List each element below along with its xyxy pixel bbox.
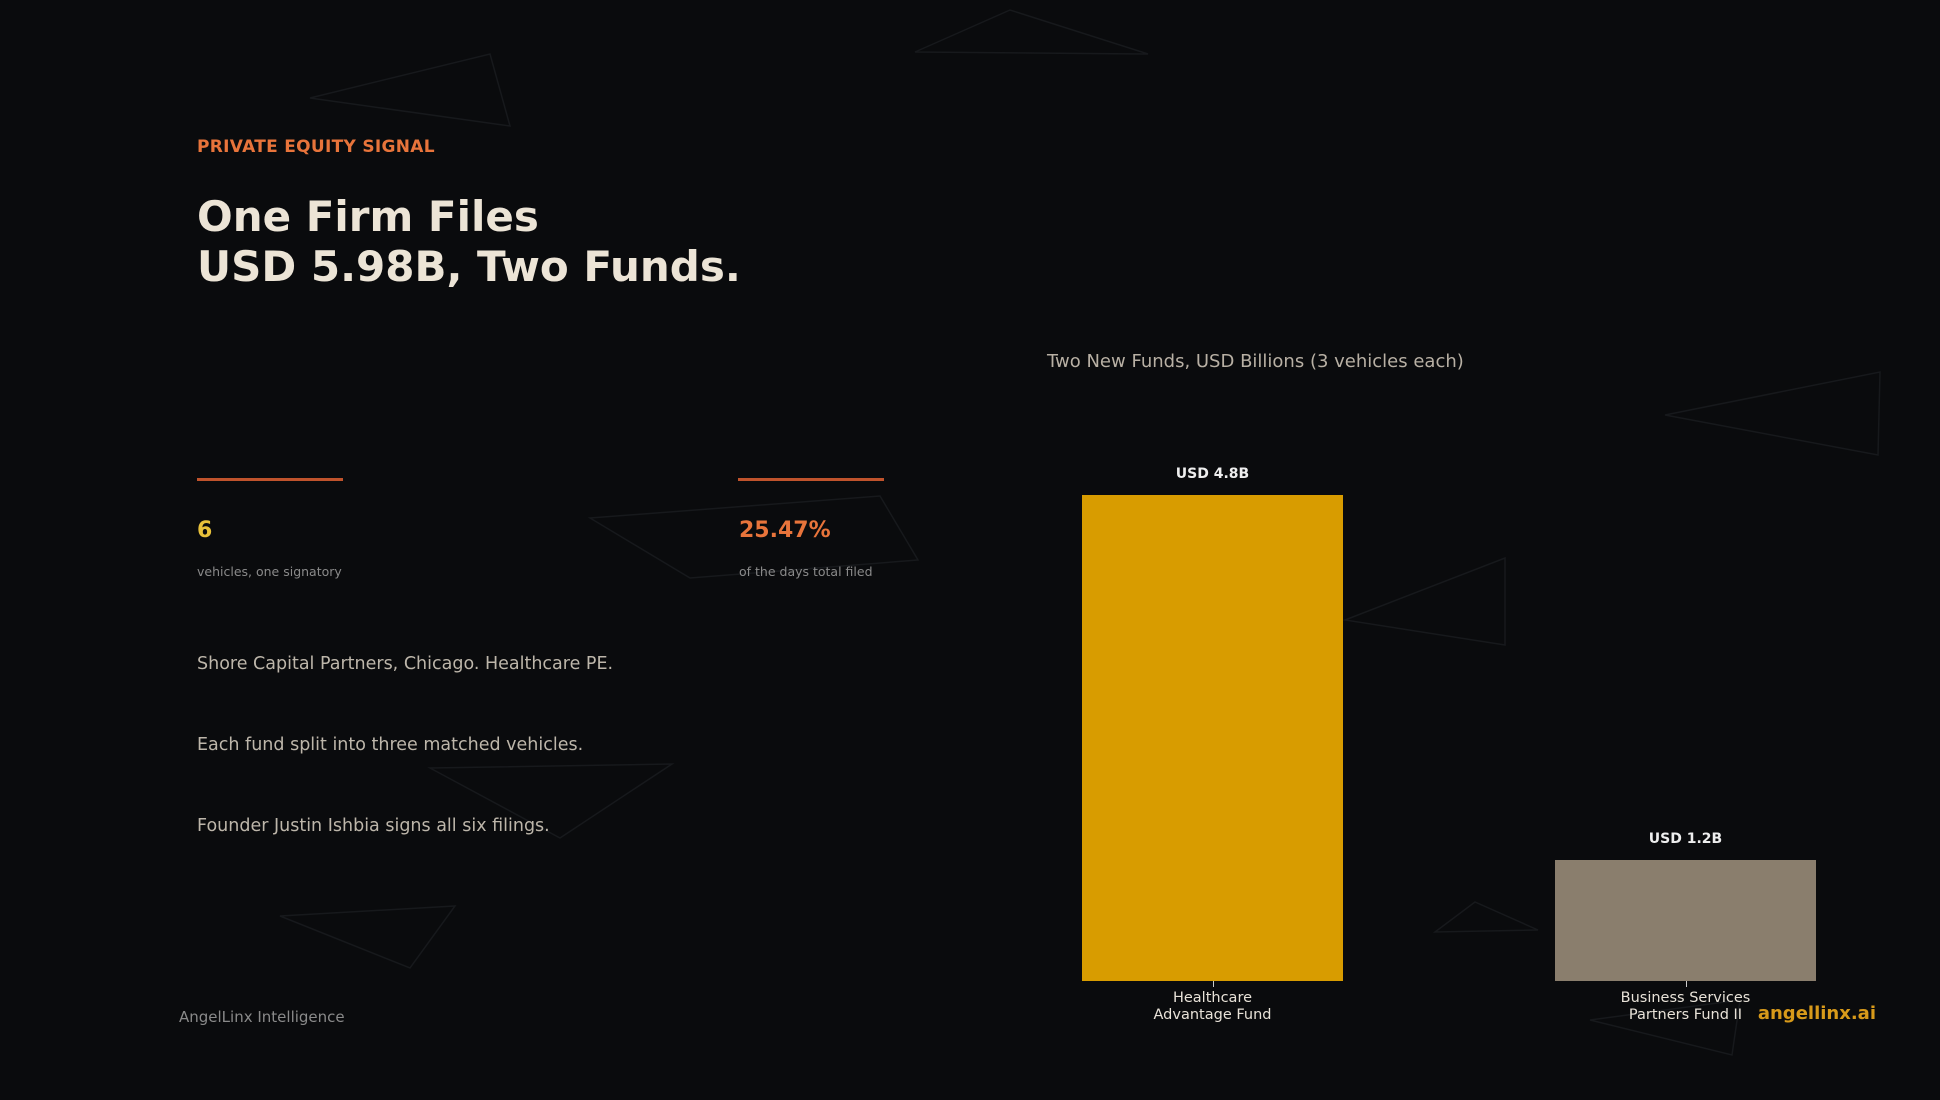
bar [1082,495,1343,981]
kicker: PRIVATE EQUITY SIGNAL [197,137,435,157]
note: Founder Justin Ishbia signs all six fili… [197,816,550,836]
value-label: USD 4.8B [1175,466,1250,482]
stat-rule [738,478,884,481]
x-tick [1685,981,1687,987]
bar [1555,859,1816,981]
title-line: USD 5.98B, Two Funds. [197,242,741,291]
stat-value: 25.47% [739,518,831,543]
x-tick-label: Healthcare Advantage Fund [1153,990,1272,1023]
stat-value: 6 [197,518,213,543]
x-tick [1212,981,1214,987]
value-label: USD 1.2B [1648,830,1723,847]
x-tick-label: Business Services Partners Fund II [1620,990,1751,1023]
note: Shore Capital Partners, Chicago. Healthc… [197,654,614,674]
stat-caption: vehicles, one signatory [197,564,342,579]
chart-subtitle: Two New Funds, USD Billions (3 vehicles … [1047,351,1464,372]
note: Each fund split into three matched vehic… [197,735,584,755]
title-line: One Firm Files [197,192,539,241]
stat-rule [197,478,343,481]
stat-caption: of the days total filed [739,564,873,579]
footer-link: angellinx.ai [1757,1003,1876,1024]
footer-brand: AngelLinx Intelligence [179,1008,345,1026]
